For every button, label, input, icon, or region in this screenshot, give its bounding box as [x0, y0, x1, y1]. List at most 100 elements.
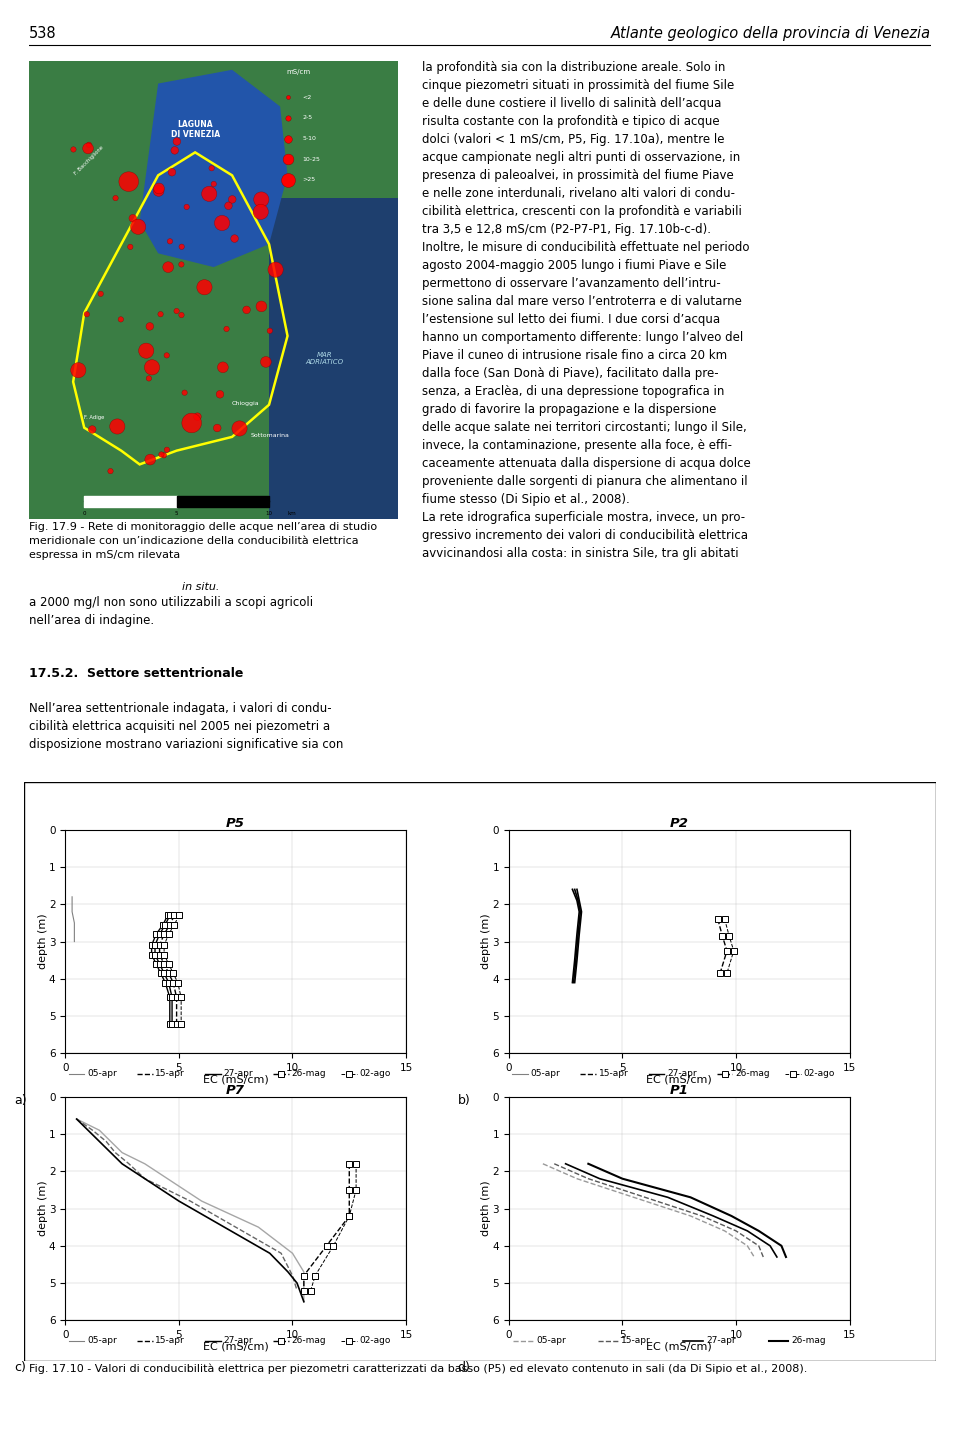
Text: c): c): [14, 1361, 26, 1374]
Point: [141, 367, 156, 390]
Point: [174, 303, 189, 326]
Text: >25: >25: [302, 177, 316, 182]
Point: [202, 182, 217, 205]
Text: 26-mag: 26-mag: [792, 1336, 827, 1345]
Title: P1: P1: [670, 1084, 688, 1097]
Text: 5: 5: [175, 511, 179, 517]
Point: [219, 317, 234, 341]
Text: mS/cm: mS/cm: [286, 69, 311, 75]
Text: 2-5: 2-5: [302, 115, 312, 120]
Point: [109, 416, 125, 439]
Point: [152, 177, 167, 201]
Point: [239, 299, 254, 322]
Point: [79, 303, 94, 326]
Point: [209, 417, 225, 440]
Text: in situ.: in situ.: [182, 583, 220, 593]
Point: [103, 459, 118, 482]
Text: d): d): [458, 1361, 470, 1374]
Point: [162, 229, 178, 253]
Point: [268, 258, 283, 281]
Point: [153, 303, 168, 326]
Text: MAR
ADRIATICO: MAR ADRIATICO: [305, 352, 344, 365]
Point: [169, 130, 184, 153]
Point: [71, 359, 86, 382]
Point: [131, 215, 146, 238]
Point: [123, 235, 138, 258]
Title: P2: P2: [670, 817, 688, 830]
Y-axis label: depth (m): depth (m): [481, 913, 492, 970]
Point: [206, 173, 222, 196]
Text: 0: 0: [83, 511, 86, 517]
Point: [280, 127, 296, 150]
Point: [227, 227, 242, 250]
Point: [84, 418, 100, 442]
Text: F. Bacchiglione: F. Bacchiglione: [73, 146, 105, 176]
Point: [215, 356, 230, 380]
Point: [212, 382, 228, 405]
Point: [174, 253, 189, 276]
Text: 26-mag: 26-mag: [292, 1336, 326, 1345]
Text: 15-apr: 15-apr: [599, 1069, 629, 1078]
Point: [174, 235, 189, 258]
Text: Fig. 17.9 - Rete di monitoraggio delle acque nell’area di studio
meridionale con: Fig. 17.9 - Rete di monitoraggio delle a…: [29, 522, 377, 560]
Point: [93, 283, 108, 306]
Point: [142, 449, 157, 472]
Point: [197, 276, 212, 299]
Point: [121, 170, 136, 193]
Text: Atlante geologico della provincia di Venezia: Atlante geologico della provincia di Ven…: [612, 26, 931, 42]
Text: 26-mag: 26-mag: [735, 1069, 770, 1078]
Point: [167, 139, 182, 162]
Title: P5: P5: [227, 817, 245, 830]
Y-axis label: depth (m): depth (m): [37, 1180, 48, 1237]
Text: 27-apr: 27-apr: [667, 1069, 697, 1078]
Text: 27-apr: 27-apr: [224, 1336, 253, 1345]
Text: 27-apr: 27-apr: [707, 1336, 736, 1345]
Title: P7: P7: [227, 1084, 245, 1097]
Point: [160, 255, 176, 278]
Point: [159, 343, 175, 367]
Text: 05-apr: 05-apr: [536, 1336, 565, 1345]
Point: [125, 206, 140, 229]
Text: b): b): [458, 1094, 470, 1107]
Polygon shape: [140, 69, 288, 267]
Text: F. Adige: F. Adige: [84, 414, 105, 420]
Text: 10: 10: [266, 511, 273, 517]
Text: 5-10: 5-10: [302, 136, 316, 141]
Text: 02-ago: 02-ago: [360, 1069, 391, 1078]
Text: Nell’area settentrionale indagata, i valori di condu-
cibilità elettrica acquisi: Nell’area settentrionale indagata, i val…: [29, 701, 343, 750]
Point: [177, 381, 192, 404]
Text: Sottomarina: Sottomarina: [251, 433, 289, 437]
Y-axis label: depth (m): depth (m): [481, 1180, 492, 1237]
Point: [262, 319, 277, 342]
Point: [280, 169, 296, 192]
Text: 02-ago: 02-ago: [360, 1336, 391, 1345]
Point: [156, 444, 172, 468]
Point: [108, 186, 123, 209]
Point: [81, 137, 96, 160]
X-axis label: EC (mS/cm): EC (mS/cm): [646, 1342, 712, 1352]
Text: a): a): [14, 1094, 27, 1107]
Text: km: km: [288, 511, 297, 517]
Point: [225, 188, 240, 211]
Point: [221, 195, 236, 218]
Point: [151, 179, 166, 202]
Point: [164, 160, 180, 183]
Text: 10-25: 10-25: [302, 157, 321, 162]
Text: 538: 538: [29, 26, 57, 42]
Text: <2: <2: [302, 95, 312, 100]
Point: [66, 139, 82, 162]
Point: [144, 356, 159, 380]
Text: Fig. 17.10 - Valori di conducibilità elettrica per piezometri caratterizzati da : Fig. 17.10 - Valori di conducibilità ele…: [29, 1364, 807, 1374]
Point: [280, 107, 296, 130]
Text: a 2000 mg/l non sono utilizzabili a scopi agricoli
nell’area di indagine.: a 2000 mg/l non sono utilizzabili a scop…: [29, 596, 313, 626]
Point: [258, 351, 274, 374]
Text: 15-apr: 15-apr: [621, 1336, 651, 1345]
Point: [280, 147, 296, 170]
X-axis label: EC (mS/cm): EC (mS/cm): [203, 1342, 269, 1352]
Text: 17.5.2.  Settore settentrionale: 17.5.2. Settore settentrionale: [29, 667, 243, 680]
Point: [204, 157, 219, 180]
Text: LAGUNA
DI VENEZIA: LAGUNA DI VENEZIA: [171, 120, 220, 139]
Y-axis label: depth (m): depth (m): [37, 913, 48, 970]
Text: 27-apr: 27-apr: [224, 1069, 253, 1078]
Point: [214, 212, 229, 235]
